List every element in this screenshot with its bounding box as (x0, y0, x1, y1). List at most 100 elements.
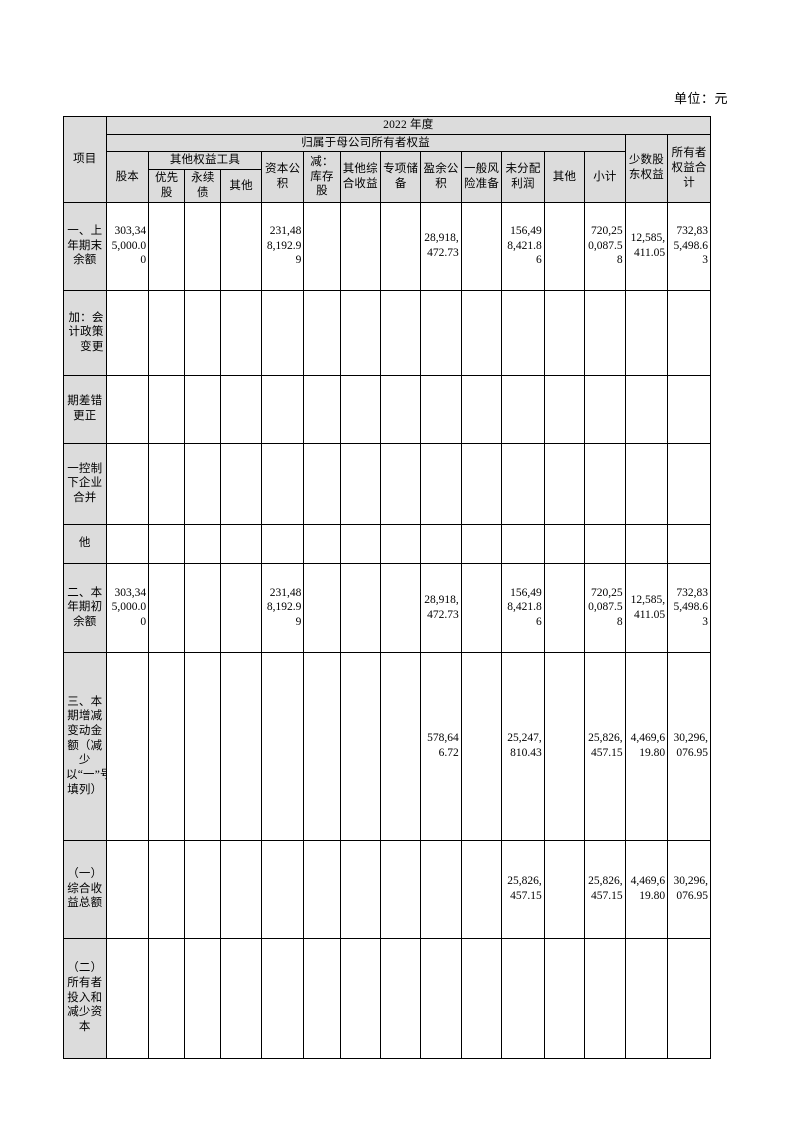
cell-empty-other_instruments (220, 289, 262, 376)
cell-empty-preferred_stock (148, 562, 186, 653)
header-col-surplus-reserve: 盈余公积 (420, 151, 462, 203)
cell-empty-total_equity (667, 374, 711, 444)
cell-empty-preferred_stock (148, 374, 186, 444)
cell-empty-surplus_reserve (420, 839, 462, 939)
header-col-total-equity: 所有者权益合计 (667, 133, 711, 203)
cell-empty-general_risk_reserve (460, 651, 503, 841)
cell-total_equity: 732,835,498.63 (667, 562, 711, 653)
cell-empty-share_capital (105, 839, 150, 939)
cell-minority_interest: 4,469,619.80 (624, 839, 669, 939)
header-col-treasury-stock: 减：库存股 (303, 151, 341, 203)
cell-empty-surplus_reserve (420, 289, 462, 376)
table-row: （一）综合收益总额 25,826,457.15 25,826,457.15 4,469… (63, 839, 711, 939)
cell-empty-minority_interest (624, 374, 669, 444)
row-label-last-year-ending-balance: 一、上年期末余额 (63, 201, 107, 291)
cell-empty-undistributed_profit (501, 442, 545, 525)
table-row: 期差错更正 (63, 374, 711, 444)
cell-empty-total_equity (667, 289, 711, 376)
cell-empty-other_instruments (220, 442, 262, 525)
cell-empty-surplus_reserve (420, 523, 462, 564)
cell-subtotal: 720,250,087.58 (584, 201, 626, 291)
cell-share_capital: 303,345,000.00 (105, 562, 150, 653)
unit-note: 单位：元 (673, 91, 728, 106)
cell-empty-other (543, 201, 586, 291)
cell-empty-total_equity (667, 523, 711, 564)
cell-empty-treasury_stock (303, 523, 341, 564)
cell-empty-surplus_reserve (420, 442, 462, 525)
cell-empty-undistributed_profit (501, 937, 545, 1059)
cell-empty-subtotal (584, 374, 626, 444)
cell-empty-treasury_stock (303, 289, 341, 376)
header-col-other-instruments: 其他 (220, 169, 262, 203)
cell-empty-total_equity (667, 442, 711, 525)
cell-empty-general_risk_reserve (460, 289, 503, 376)
cell-empty-minority_interest (624, 442, 669, 525)
cell-empty-other_comprehensive_income (339, 201, 381, 291)
cell-empty-share_capital (105, 289, 150, 376)
cell-empty-special_reserve (379, 562, 422, 653)
cell-empty-preferred_stock (148, 201, 186, 291)
cell-empty-special_reserve (379, 374, 422, 444)
header-other-equity-instruments-group: 其他权益工具 (148, 151, 262, 171)
cell-empty-general_risk_reserve (460, 937, 503, 1059)
cell-empty-treasury_stock (303, 562, 341, 653)
header-col-general-risk-reserve: 一般风险准备 (460, 151, 503, 203)
row-label-accounting-policy-change: 加：会计政策变更 (63, 289, 107, 376)
cell-subtotal: 25,826,457.15 (584, 651, 626, 841)
cell-undistributed_profit: 25,826,457.15 (501, 839, 545, 939)
row-label-other-adjustment: 他 (63, 523, 107, 564)
cell-surplus_reserve: 578,646.72 (420, 651, 462, 841)
cell-empty-other_comprehensive_income (339, 562, 381, 653)
cell-empty-treasury_stock (303, 201, 341, 291)
cell-empty-general_risk_reserve (460, 201, 503, 291)
cell-empty-treasury_stock (303, 651, 341, 841)
header-period: 2022 年度 (105, 116, 712, 135)
cell-empty-preferred_stock (148, 937, 186, 1059)
cell-empty-other_comprehensive_income (339, 523, 381, 564)
cell-empty-surplus_reserve (420, 937, 462, 1059)
cell-empty-other_comprehensive_income (339, 442, 381, 525)
cell-minority_interest: 12,585,411.05 (624, 201, 669, 291)
cell-minority_interest: 4,469,619.80 (624, 651, 669, 841)
cell-empty-share_capital (105, 442, 150, 525)
table-row: （二）所有者投入和减少资本 (63, 937, 711, 1059)
cell-share_capital: 303,345,000.00 (105, 201, 150, 291)
table-row: 他 (63, 523, 711, 564)
header-col-other: 其他 (543, 151, 586, 203)
header-row-period: 项目 2022 年度 (63, 116, 712, 203)
cell-total_equity: 30,296,076.95 (667, 839, 711, 939)
cell-empty-other (543, 442, 586, 525)
cell-empty-other_instruments (220, 523, 262, 564)
cell-undistributed_profit: 25,247,810.43 (501, 651, 545, 841)
header-col-capital-reserve: 资本公积 (260, 151, 305, 203)
cell-empty-share_capital (105, 651, 150, 841)
cell-empty-perpetual_bond (184, 374, 222, 444)
cell-empty-special_reserve (379, 937, 422, 1059)
cell-empty-special_reserve (379, 201, 422, 291)
header-row-subinstruments: 优先股 永续债 其他 (64, 169, 711, 203)
cell-undistributed_profit: 156,498,421.86 (501, 562, 545, 653)
cell-empty-other_instruments (220, 374, 262, 444)
row-label-current-period-change-amount: 三、本期增减变动金额（减少以“一”号填列） (63, 651, 107, 841)
cell-empty-general_risk_reserve (460, 523, 503, 564)
cell-empty-undistributed_profit (501, 289, 545, 376)
statement-of-changes-in-equity-table: 项目 2022 年度 归属于母公司所有者权益 少数股东权益 所有者权益合计 股本… (63, 116, 712, 1059)
header-col-share-capital: 股本 (105, 151, 150, 203)
cell-empty-share_capital (105, 523, 150, 564)
cell-empty-other (543, 523, 586, 564)
header-col-special-reserve: 专项储备 (379, 151, 422, 203)
cell-capital_reserve: 231,488,192.99 (260, 201, 305, 291)
cell-empty-perpetual_bond (184, 523, 222, 564)
cell-empty-perpetual_bond (184, 289, 222, 376)
cell-empty-treasury_stock (303, 839, 341, 939)
table-row: 二、本年期初余额 303,345,000.00 231,488,192.99 28,9… (63, 562, 711, 653)
cell-empty-subtotal (584, 442, 626, 525)
cell-empty-capital_reserve (260, 839, 305, 939)
row-label-current-year-beginning-balance: 二、本年期初余额 (63, 562, 107, 653)
header-col-undistributed-profit: 未分配利润 (501, 151, 545, 203)
cell-empty-other (543, 839, 586, 939)
cell-empty-preferred_stock (148, 523, 186, 564)
cell-empty-preferred_stock (148, 442, 186, 525)
table-row: 一控制下企业合并 (63, 442, 711, 525)
cell-empty-treasury_stock (303, 442, 341, 525)
